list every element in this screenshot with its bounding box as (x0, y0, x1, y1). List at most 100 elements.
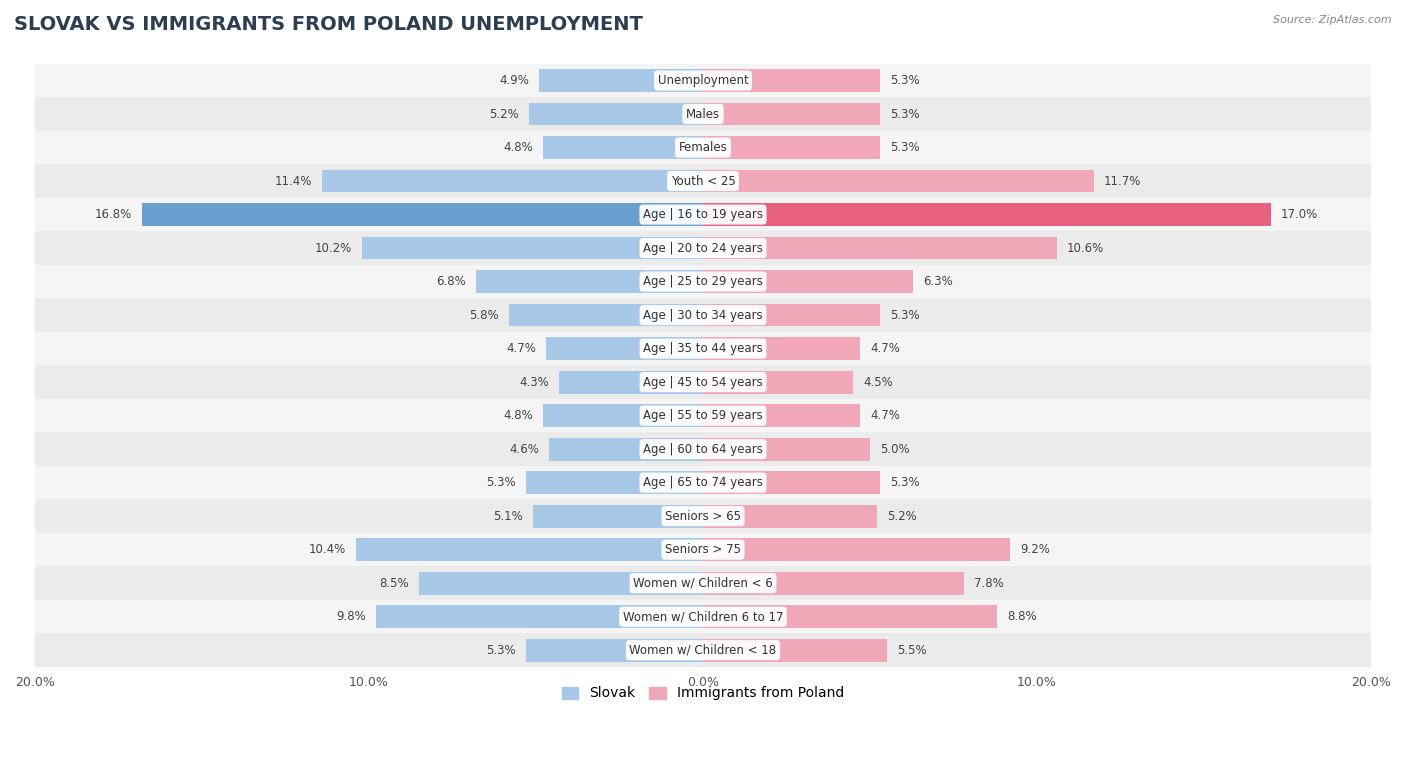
Text: Seniors > 65: Seniors > 65 (665, 509, 741, 522)
Text: 5.0%: 5.0% (880, 443, 910, 456)
Text: 4.5%: 4.5% (863, 375, 893, 388)
Text: 16.8%: 16.8% (94, 208, 132, 221)
Text: Males: Males (686, 107, 720, 120)
Bar (703, 69, 880, 92)
Bar (703, 505, 877, 528)
Text: 4.9%: 4.9% (499, 74, 529, 87)
Bar (526, 639, 703, 662)
Text: Women w/ Children 6 to 17: Women w/ Children 6 to 17 (623, 610, 783, 623)
Text: 5.3%: 5.3% (890, 309, 920, 322)
Text: Age | 20 to 24 years: Age | 20 to 24 years (643, 241, 763, 254)
Bar (703, 572, 963, 594)
Text: 11.4%: 11.4% (274, 175, 312, 188)
Text: Age | 60 to 64 years: Age | 60 to 64 years (643, 443, 763, 456)
Text: 4.7%: 4.7% (870, 342, 900, 355)
Bar (35, 232, 1371, 265)
Bar (703, 404, 860, 427)
Bar (703, 304, 880, 326)
Bar (35, 198, 1371, 232)
Text: 4.7%: 4.7% (870, 409, 900, 422)
Bar (703, 136, 880, 159)
Text: 5.3%: 5.3% (486, 643, 516, 656)
Text: 11.7%: 11.7% (1104, 175, 1142, 188)
Bar (35, 634, 1371, 667)
Text: SLOVAK VS IMMIGRANTS FROM POLAND UNEMPLOYMENT: SLOVAK VS IMMIGRANTS FROM POLAND UNEMPLO… (14, 15, 643, 34)
Bar (703, 472, 880, 494)
Text: Age | 35 to 44 years: Age | 35 to 44 years (643, 342, 763, 355)
Text: 4.8%: 4.8% (503, 409, 533, 422)
Bar (35, 600, 1371, 634)
Bar (533, 505, 703, 528)
Text: Age | 55 to 59 years: Age | 55 to 59 years (643, 409, 763, 422)
Text: Women w/ Children < 18: Women w/ Children < 18 (630, 643, 776, 656)
Bar (35, 265, 1371, 298)
Text: 5.5%: 5.5% (897, 643, 927, 656)
Text: Age | 16 to 19 years: Age | 16 to 19 years (643, 208, 763, 221)
Bar (546, 337, 703, 360)
Text: 17.0%: 17.0% (1281, 208, 1317, 221)
Bar (540, 69, 703, 92)
Bar (35, 566, 1371, 600)
Bar (35, 366, 1371, 399)
Text: 9.2%: 9.2% (1021, 544, 1050, 556)
Bar (35, 98, 1371, 131)
Legend: Slovak, Immigrants from Poland: Slovak, Immigrants from Poland (555, 681, 851, 706)
Text: 5.3%: 5.3% (890, 74, 920, 87)
Text: Age | 65 to 74 years: Age | 65 to 74 years (643, 476, 763, 489)
Text: Age | 45 to 54 years: Age | 45 to 54 years (643, 375, 763, 388)
Text: 10.4%: 10.4% (308, 544, 346, 556)
Bar (35, 131, 1371, 164)
Bar (543, 404, 703, 427)
Text: 4.7%: 4.7% (506, 342, 536, 355)
Text: 5.2%: 5.2% (489, 107, 519, 120)
Text: 8.5%: 8.5% (380, 577, 409, 590)
Bar (35, 399, 1371, 432)
Text: 5.8%: 5.8% (470, 309, 499, 322)
Bar (703, 538, 1011, 561)
Bar (703, 337, 860, 360)
Bar (529, 103, 703, 126)
Text: 10.2%: 10.2% (315, 241, 353, 254)
Text: Women w/ Children < 6: Women w/ Children < 6 (633, 577, 773, 590)
Text: Age | 25 to 29 years: Age | 25 to 29 years (643, 275, 763, 288)
Bar (526, 472, 703, 494)
Bar (35, 298, 1371, 332)
Text: 5.3%: 5.3% (486, 476, 516, 489)
Bar (703, 639, 887, 662)
Text: 9.8%: 9.8% (336, 610, 366, 623)
Text: 4.6%: 4.6% (509, 443, 540, 456)
Text: 5.1%: 5.1% (494, 509, 523, 522)
Bar (703, 270, 914, 293)
Text: 7.8%: 7.8% (973, 577, 1004, 590)
Bar (35, 533, 1371, 566)
Bar (363, 237, 703, 260)
Text: Age | 30 to 34 years: Age | 30 to 34 years (643, 309, 763, 322)
Bar (419, 572, 703, 594)
Text: Seniors > 75: Seniors > 75 (665, 544, 741, 556)
Bar (703, 203, 1271, 226)
Bar (35, 432, 1371, 466)
Bar (35, 164, 1371, 198)
Bar (35, 332, 1371, 366)
Bar (703, 103, 880, 126)
Text: 6.3%: 6.3% (924, 275, 953, 288)
Text: 8.8%: 8.8% (1007, 610, 1036, 623)
Bar (356, 538, 703, 561)
Bar (703, 170, 1094, 192)
Text: 5.3%: 5.3% (890, 141, 920, 154)
Bar (543, 136, 703, 159)
Text: Females: Females (679, 141, 727, 154)
Text: 4.8%: 4.8% (503, 141, 533, 154)
Text: Unemployment: Unemployment (658, 74, 748, 87)
Bar (703, 438, 870, 460)
Text: 6.8%: 6.8% (436, 275, 465, 288)
Bar (509, 304, 703, 326)
Bar (142, 203, 703, 226)
Bar (35, 466, 1371, 500)
Bar (375, 606, 703, 628)
Bar (560, 371, 703, 394)
Text: Source: ZipAtlas.com: Source: ZipAtlas.com (1274, 15, 1392, 25)
Bar (703, 237, 1057, 260)
Bar (35, 500, 1371, 533)
Text: Youth < 25: Youth < 25 (671, 175, 735, 188)
